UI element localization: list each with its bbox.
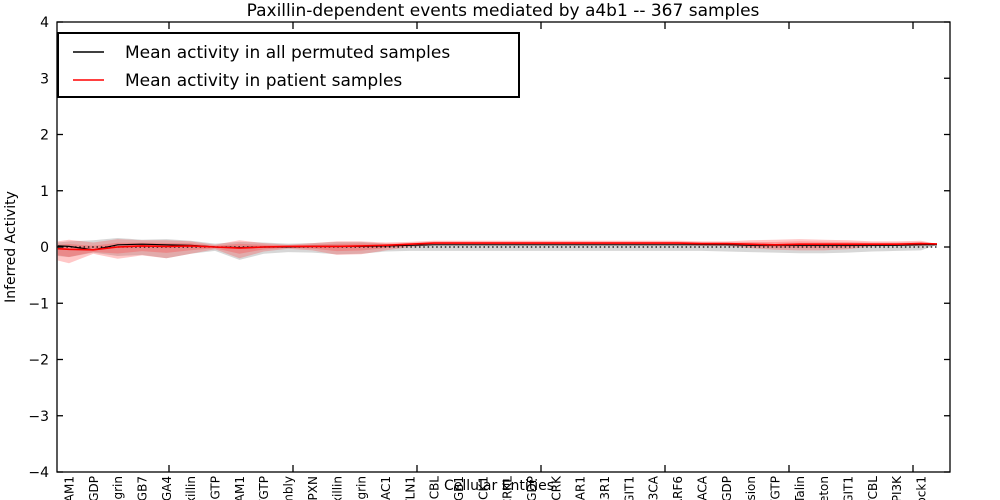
x-tick-label: Rac1/GDP [525,476,539,500]
legend-label-permuted: Mean activity in all permuted samples [125,43,450,63]
x-axis-label: Cellular Entities [444,478,554,494]
x-tick-label: alpha4/beta1 Integrin/Paxillin/VCAM1 [233,476,247,500]
y-tick-label: 3 [40,71,49,87]
legend-box [57,32,520,98]
x-tick-label: mol:GTP [209,476,223,500]
patient-mean-line [57,242,938,251]
x-tick-label: ARF6 [671,476,685,500]
x-tick-label: alpha4/beta1 Integrin/Paxillin [330,476,344,500]
x-tick-label: CRKL [501,476,515,500]
legend-label-patient: Mean activity in patient samples [125,71,402,91]
x-tick-label: CBL [428,476,442,500]
chart-title: Paxillin-dependent events mediated by a4… [247,1,760,21]
x-tick-label: alpha4/beta1 Integrin/Paxillin/GIT1 [841,476,855,500]
y-tick-label: 2 [40,128,49,144]
x-tick-label: mol:GDP [87,476,101,500]
y-tick-label: −4 [28,465,49,481]
y-tick-label: −2 [28,353,49,369]
y-tick-label: −1 [28,296,49,312]
x-tick-label: alpha4/beta1 Integrin/Paxillin/Talin/Act… [817,476,831,500]
x-tick-label: alpha4/beta7 Integrin/Paxillin [184,476,198,500]
x-tick-label: PIK3R1 [598,476,612,500]
x-tick-label: DOCK1 [476,476,490,500]
x-tick-label: RAC1 [379,476,393,500]
x-tick-label: PXN [306,476,320,500]
x-tick-label: alpha4/beta1 Integrin [355,476,369,500]
y-axis-label: Inferred Activity [3,191,19,303]
x-tick-label: GIT1 [622,476,636,500]
x-tick-label: CRKL/CBL [866,476,880,500]
y-tick-label: −3 [28,409,49,425]
x-tick-label: CRK [549,475,563,500]
x-tick-label: lamellipodium assembly [282,476,296,500]
x-tick-label: TLN1 [403,476,417,500]
y-tick-label: 0 [40,240,49,256]
x-tick-label-layer: VCAM1 mol:GDP alpha4/beta7 Integrin ITGB7 IT… [63,475,929,500]
y-tick-label-layer: 4 3 2 1 0 −1 −2 −3 −4 [28,15,49,481]
x-tick-label: VCAM1 [63,476,77,500]
x-tick-label: BCAR1 [574,476,588,500]
x-tick-label: cell adhesion [744,476,758,500]
x-tick-label: ARF6/GDP [720,476,734,500]
x-tick-label: ITGB1 [452,476,466,500]
x-tick-label: ITGA4 [160,476,174,500]
x-tick-label: p130Cas/Crk/Dock1 [915,476,929,500]
x-tick-label: PRKACA [695,475,709,500]
y-tick-label: 1 [40,184,49,200]
x-tick-label: ITGB7 [136,476,150,500]
std-band-patient-core [57,241,938,257]
line-layer [57,242,938,251]
y-tick-label: 4 [40,15,49,31]
x-tick-label: ARF6/GTP [768,476,782,500]
x-tick-label: PI3K [890,475,904,500]
x-tick-label: PIK3CA [647,475,661,500]
legend: Mean activity in all permuted samples Me… [57,32,520,98]
std-band-permuted [57,238,938,260]
x-tick-label: Rac1/GTP [257,476,271,500]
x-tick-label: alpha4/beta7 Integrin [111,476,125,500]
x-tick-label: alpha4/beta1 Integrin/Paxillin/Talin [793,476,807,500]
